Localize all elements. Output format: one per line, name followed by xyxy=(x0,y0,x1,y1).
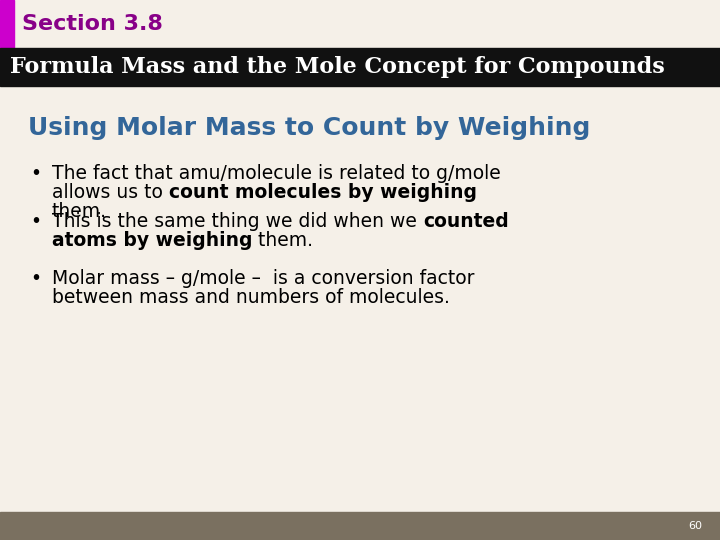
Text: Formula Mass and the Mole Concept for Compounds: Formula Mass and the Mole Concept for Co… xyxy=(10,56,665,78)
Text: atoms by weighing: atoms by weighing xyxy=(52,231,253,250)
Bar xyxy=(0,48,720,86)
Text: them.: them. xyxy=(253,231,313,250)
Bar xyxy=(14,0,720,48)
Text: between mass and numbers of molecules.: between mass and numbers of molecules. xyxy=(52,288,450,307)
Bar xyxy=(0,512,720,540)
Text: 60: 60 xyxy=(688,521,702,531)
Text: them.: them. xyxy=(52,202,107,221)
Text: counted: counted xyxy=(423,212,508,231)
Text: This is the same thing we did when we: This is the same thing we did when we xyxy=(52,212,423,231)
Text: Using Molar Mass to Count by Weighing: Using Molar Mass to Count by Weighing xyxy=(28,116,590,140)
Text: count molecules by weighing: count molecules by weighing xyxy=(169,183,477,202)
Text: •: • xyxy=(30,269,41,288)
Text: allows us to: allows us to xyxy=(52,183,169,202)
Text: Molar mass – g/mole –  is a conversion factor: Molar mass – g/mole – is a conversion fa… xyxy=(52,269,474,288)
Text: •: • xyxy=(30,212,41,231)
Text: Section 3.8: Section 3.8 xyxy=(22,14,163,34)
Text: The fact that amu/molecule is related to g/mole: The fact that amu/molecule is related to… xyxy=(52,164,500,183)
Text: •: • xyxy=(30,164,41,183)
Bar xyxy=(0,0,14,48)
